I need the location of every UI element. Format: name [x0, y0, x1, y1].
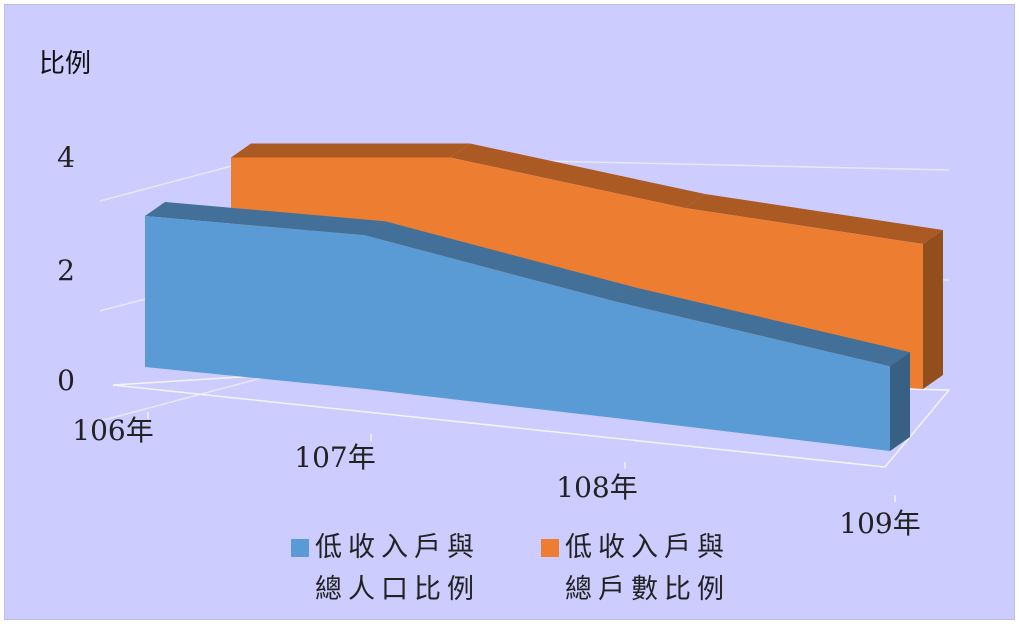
y-axis-label: 比例: [39, 49, 92, 79]
legend-item-population: 低收入戶與 總人口比例: [291, 527, 480, 611]
y-tick-label-0: 0: [57, 364, 75, 397]
x-tick-label-1: 107年: [294, 441, 375, 474]
legend-swatch-population: [291, 539, 309, 557]
chart-area: 0 2 4 106年 107年 108年 109年 比例 低收入戶與 總人口比例 低收入戶與總…: [4, 4, 1015, 620]
series-1-side: [923, 230, 943, 389]
axis-layer: 0 2 4 106年 107年 108年 109年: [57, 141, 921, 540]
legend-label-households: 低收入戶與 總戶數比例: [565, 532, 730, 605]
series-1-top-0: [231, 143, 470, 158]
x-tick-label-0: 106年: [72, 414, 153, 447]
x-axis-line: [112, 384, 886, 468]
x-tick-label-2: 108年: [556, 471, 637, 504]
y-tick-label-2: 2: [57, 254, 75, 287]
legend-swatch-households: [541, 539, 559, 557]
series-0: [145, 201, 910, 451]
y-tick-label-4: 4: [57, 141, 75, 174]
chart-plot: 0 2 4 106年 107年 108年 109年: [57, 141, 951, 540]
series-0-top-2: [615, 287, 910, 367]
series-layer: [145, 143, 943, 451]
series-0-side: [890, 352, 910, 451]
legend-label-population: 低收入戶與 總人口比例: [315, 532, 480, 605]
gridline-side-0: [99, 374, 274, 422]
series-1-top-2: [685, 194, 943, 244]
series-0-top-1: [365, 221, 635, 302]
legend-item-households: 低收入戶與 總戶數比例: [541, 527, 730, 611]
series-0-top-0: [145, 201, 385, 236]
series-0-front: [145, 215, 890, 451]
series-1-top-1: [450, 143, 705, 208]
x-tick-label-3: 109年: [839, 507, 920, 540]
